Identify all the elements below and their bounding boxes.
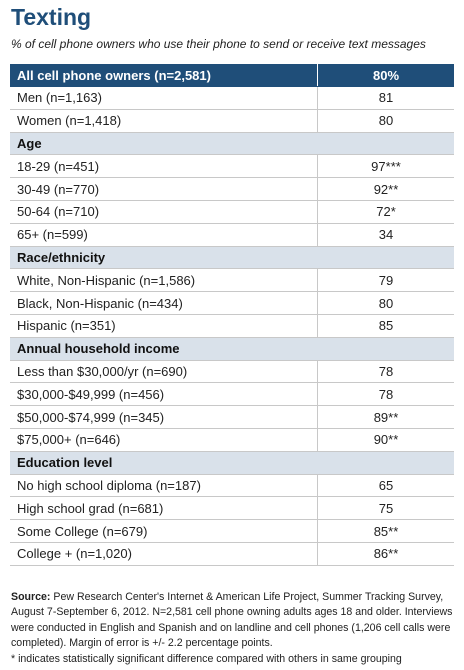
row-label: Black, Non-Hispanic (n=434): [10, 291, 318, 315]
row-label: 30-49 (n=770): [10, 177, 318, 201]
page-subtitle: % of cell phone owners who use their pho…: [11, 37, 426, 51]
table-row: 30-49 (n=770) 92**: [10, 177, 454, 201]
row-label: Women (n=1,418): [10, 109, 318, 133]
table-row: No high school diploma (n=187) 65: [10, 474, 454, 498]
row-value: 75: [317, 496, 454, 521]
group-label: Race/ethnicity: [10, 246, 318, 270]
group-value-empty: [317, 451, 454, 475]
group-value-empty: [317, 337, 454, 361]
table-row: 18-29 (n=451) 97***: [10, 154, 454, 179]
row-label: 50-64 (n=710): [10, 200, 318, 224]
row-label: College + (n=1,020): [10, 542, 318, 566]
source-text: Pew Research Center's Internet & America…: [11, 591, 453, 650]
row-value: 34: [317, 223, 454, 247]
table-row: White, Non-Hispanic (n=1,586) 79: [10, 268, 454, 293]
table-row: Some College (n=679) 85**: [10, 519, 454, 543]
table-row: College + (n=1,020) 86**: [10, 542, 454, 566]
row-label: 18-29 (n=451): [10, 154, 318, 179]
row-value: 79: [317, 268, 454, 293]
row-value: 97***: [317, 154, 454, 179]
row-value: 92**: [317, 177, 454, 201]
row-label: No high school diploma (n=187): [10, 474, 318, 498]
table-row: Black, Non-Hispanic (n=434) 80: [10, 291, 454, 315]
row-value: 78: [317, 382, 454, 407]
table-row: High school grad (n=681) 75: [10, 496, 454, 521]
row-label: $50,000-$74,999 (n=345): [10, 405, 318, 429]
row-value: 85: [317, 314, 454, 338]
footnote: * indicates statistically significant di…: [11, 652, 402, 665]
row-label: High school grad (n=681): [10, 496, 318, 521]
row-value: 89**: [317, 405, 454, 429]
row-label: $30,000-$49,999 (n=456): [10, 382, 318, 407]
group-header-row: Age: [10, 132, 454, 156]
table-header-row: All cell phone owners (n=2,581) 80%: [10, 64, 454, 87]
header-value: 80%: [317, 64, 454, 87]
source-label: Source:: [11, 591, 51, 603]
data-table: All cell phone owners (n=2,581) 80% Men …: [10, 64, 454, 566]
source-text-block: Source: Pew Research Center's Internet &…: [11, 590, 455, 652]
row-value: 85**: [317, 519, 454, 543]
row-value: 86**: [317, 542, 454, 566]
row-label: White, Non-Hispanic (n=1,586): [10, 268, 318, 293]
table-row: 50-64 (n=710) 72*: [10, 200, 454, 224]
row-value: 80: [317, 109, 454, 133]
row-value: 90**: [317, 428, 454, 452]
row-label: Hispanic (n=351): [10, 314, 318, 338]
table-row: Hispanic (n=351) 85: [10, 314, 454, 338]
table-row: Men (n=1,163) 81: [10, 86, 454, 110]
row-label: Some College (n=679): [10, 519, 318, 543]
row-label: Men (n=1,163): [10, 86, 318, 110]
page-title: Texting: [11, 4, 92, 30]
group-label: Education level: [10, 451, 318, 475]
row-value: 65: [317, 474, 454, 498]
row-label: Less than $30,000/yr (n=690): [10, 360, 318, 384]
row-value: 72*: [317, 200, 454, 224]
row-label: $75,000+ (n=646): [10, 428, 318, 452]
table-row: Women (n=1,418) 80: [10, 109, 454, 133]
table-row: $50,000-$74,999 (n=345) 89**: [10, 405, 454, 429]
group-label: Annual household income: [10, 337, 318, 361]
table-body: All cell phone owners (n=2,581) 80% Men …: [10, 64, 454, 566]
source-note: Source: Pew Research Center's Internet &…: [11, 590, 455, 667]
group-header-row: Annual household income: [10, 337, 454, 361]
header-label: All cell phone owners (n=2,581): [10, 64, 318, 87]
row-label: 65+ (n=599): [10, 223, 318, 247]
row-value: 81: [317, 86, 454, 110]
group-header-row: Race/ethnicity: [10, 246, 454, 270]
group-header-row: Education level: [10, 451, 454, 475]
group-value-empty: [317, 132, 454, 156]
group-value-empty: [317, 246, 454, 270]
table-row: $75,000+ (n=646) 90**: [10, 428, 454, 452]
table-row: $30,000-$49,999 (n=456) 78: [10, 382, 454, 407]
table-row: 65+ (n=599) 34: [10, 223, 454, 247]
row-value: 80: [317, 291, 454, 315]
table-row: Less than $30,000/yr (n=690) 78: [10, 360, 454, 384]
group-label: Age: [10, 132, 318, 156]
row-value: 78: [317, 360, 454, 384]
